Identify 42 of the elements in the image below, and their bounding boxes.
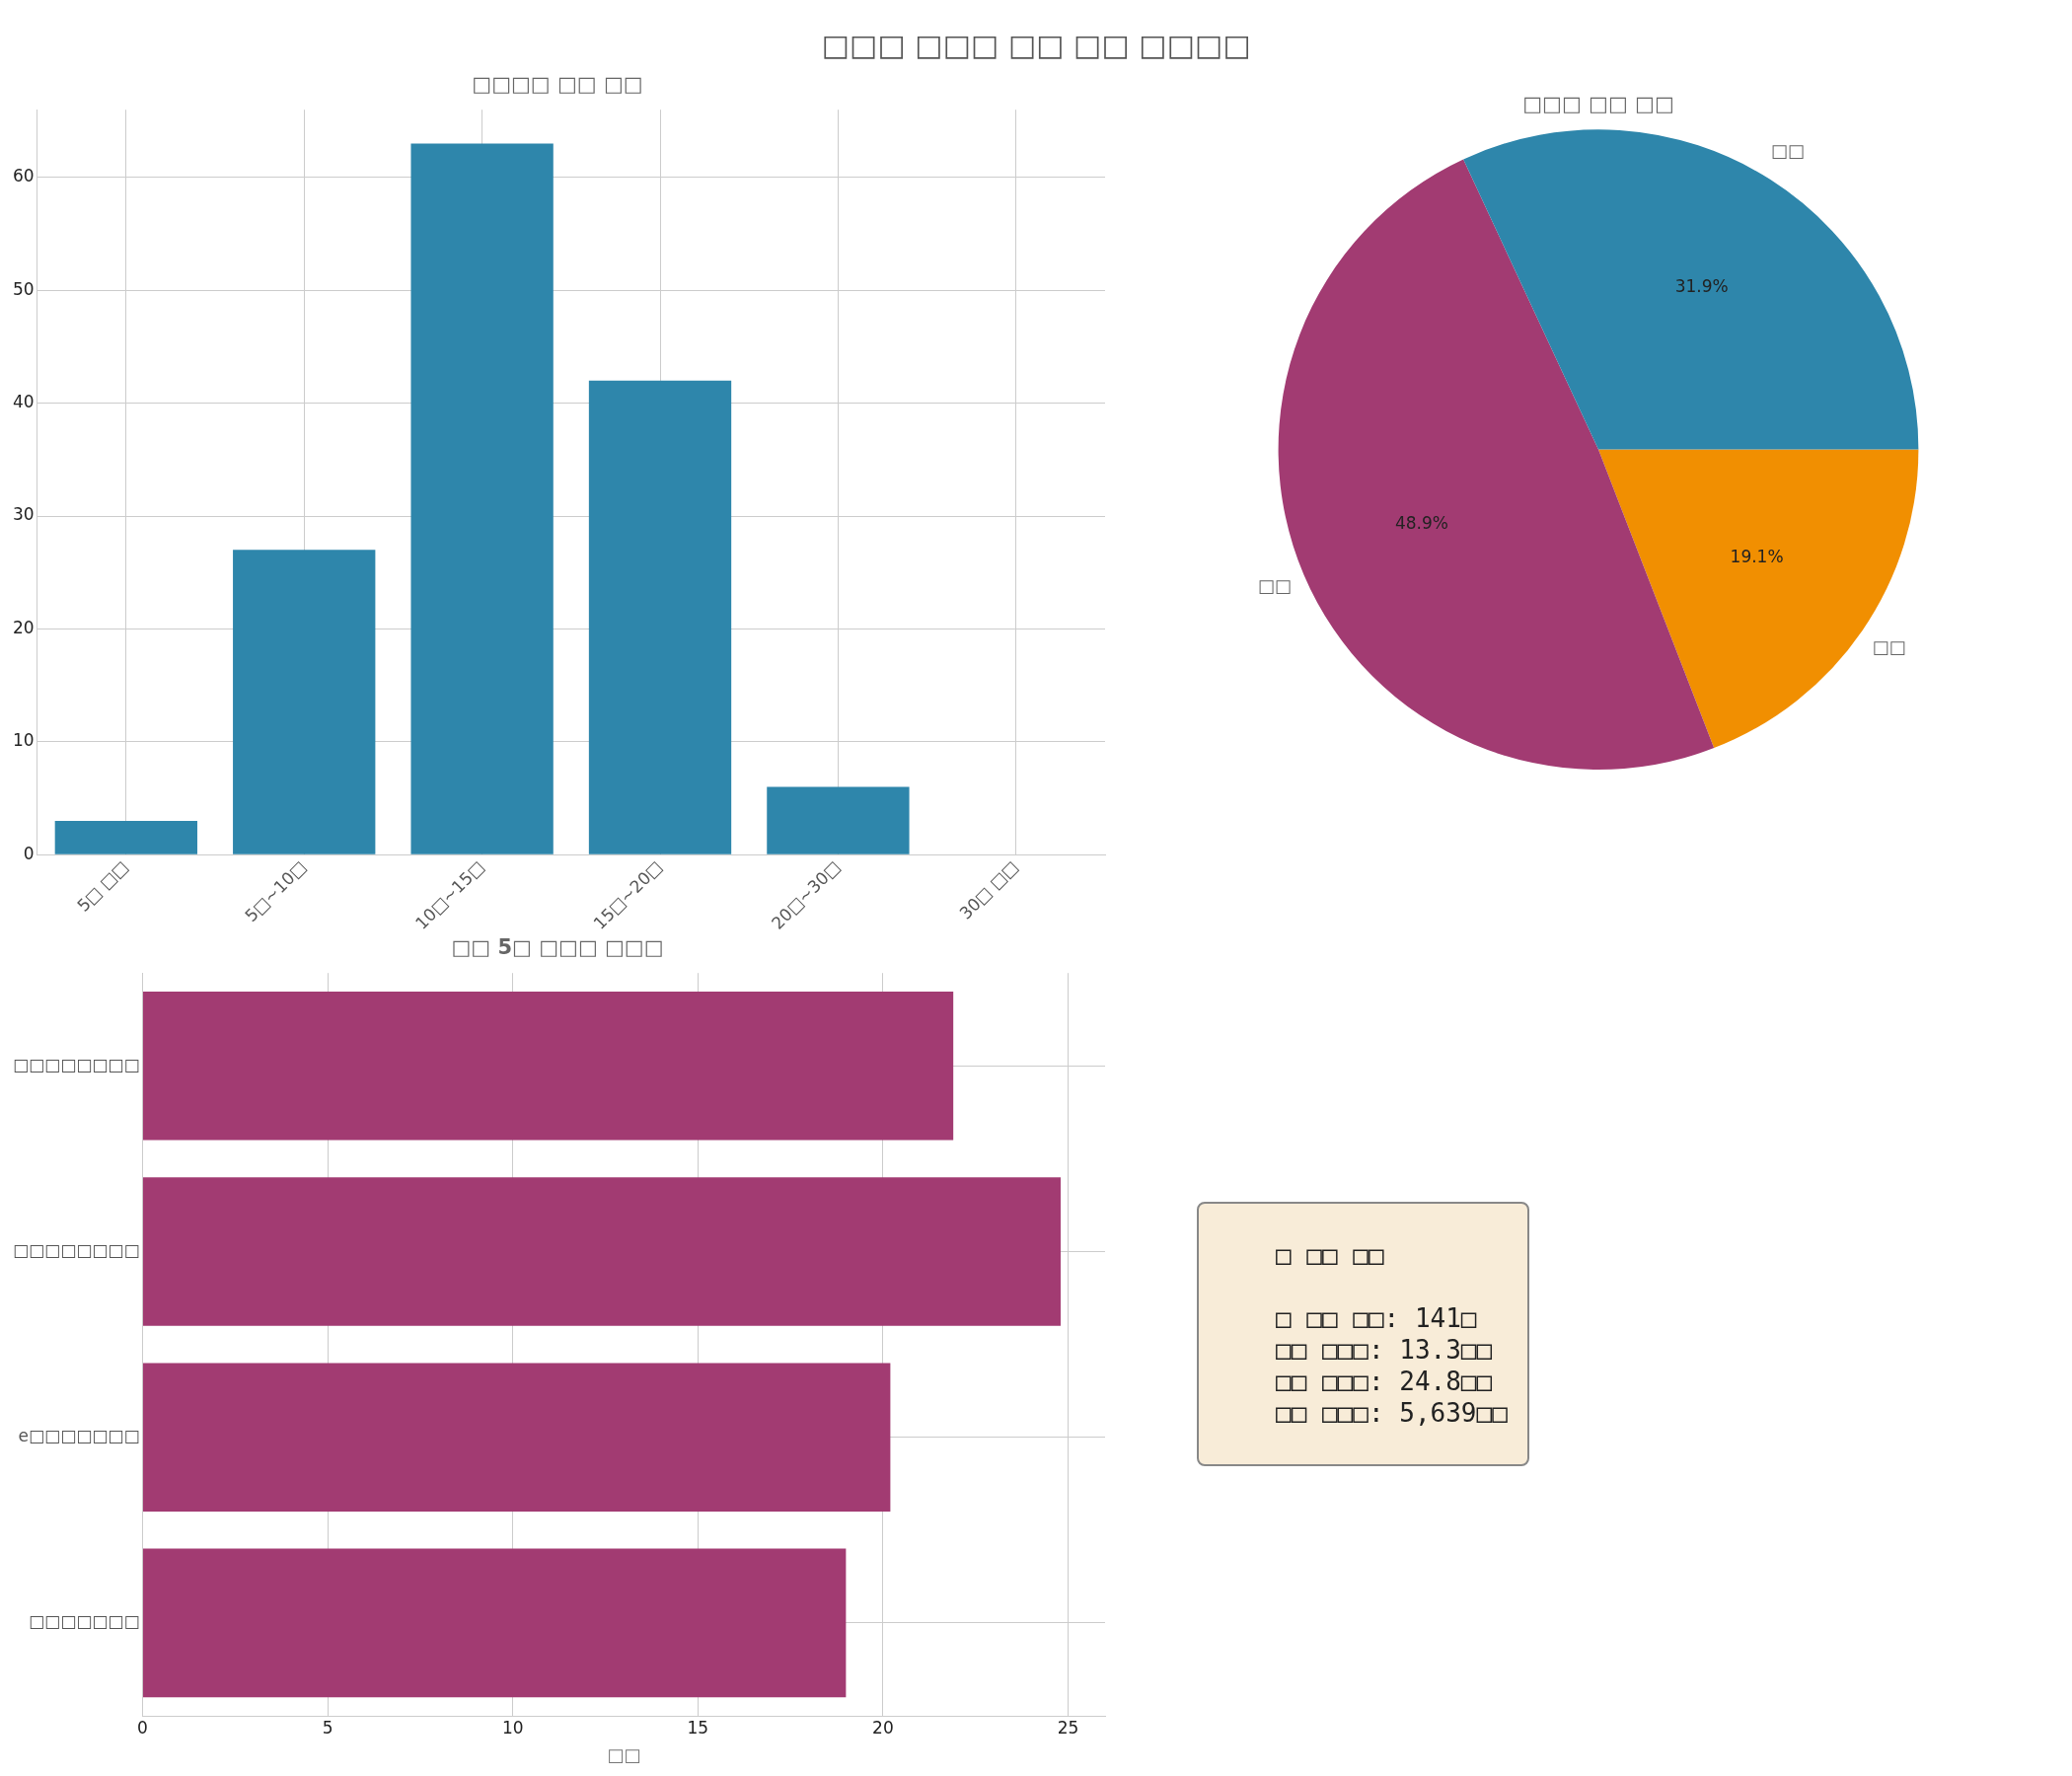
data-label: 48.9% <box>1394 513 1448 534</box>
x-tick-label: 10 <box>501 1717 524 1738</box>
y-tick-label: 60 <box>12 166 35 186</box>
bar <box>588 380 732 854</box>
y-tick-label: e□□□□□□□ <box>18 1426 140 1446</box>
chart-title: □□ 5□ □□□ □□□ <box>451 935 664 960</box>
slice-label: □□ <box>1770 140 1805 162</box>
bar <box>54 820 197 854</box>
data-label: 19.1% <box>1730 547 1784 567</box>
y-tick-label: □□□□□□□□ <box>13 1239 140 1260</box>
y-tick-label: 20 <box>12 617 35 637</box>
y-tick-label: 50 <box>12 278 35 299</box>
text: □ □□ □□: 141□ <box>1276 1302 1478 1334</box>
bar <box>143 1548 847 1698</box>
y-tick-label: 0 <box>23 843 35 863</box>
y-tick-label: 10 <box>12 730 35 751</box>
bar <box>143 1363 891 1512</box>
bar <box>143 1177 1061 1326</box>
x-tick-label: 5□ □□ <box>73 856 132 916</box>
x-tick-label: 15 <box>687 1717 709 1738</box>
x-tick-label: 20 <box>872 1717 894 1738</box>
slice-label: □□ <box>1257 575 1292 597</box>
bar <box>233 550 376 854</box>
slice-label: □□ <box>1872 635 1906 657</box>
y-tick-label: 40 <box>12 392 35 412</box>
chart-title: □□□ □□ □□ <box>1522 92 1674 116</box>
text: □□ □□□: 13.3□□ <box>1276 1334 1494 1366</box>
text: □□□ □□□ □□ □□ □□□□ <box>820 28 1252 62</box>
y-tick-label: 30 <box>12 504 35 525</box>
x-axis-title: □□ <box>607 1743 641 1765</box>
x-tick-label: 5 <box>322 1717 333 1738</box>
y-tick-label: □□□□□□□□ <box>13 1054 140 1074</box>
bar <box>143 992 954 1141</box>
data-label: 31.9% <box>1674 275 1729 296</box>
text: □ □□ □□ <box>1276 1239 1385 1271</box>
bar <box>767 786 910 854</box>
chart-title: □□□□ □□ □□ <box>472 72 643 97</box>
y-tick-label: □□□□□□□ <box>29 1611 140 1632</box>
text: □□ □□□: 24.8□□ <box>1276 1366 1494 1397</box>
x-tick-label: 25 <box>1057 1717 1079 1738</box>
text: □□ □□□: 5,639□□ <box>1276 1397 1508 1429</box>
bar <box>410 143 554 854</box>
